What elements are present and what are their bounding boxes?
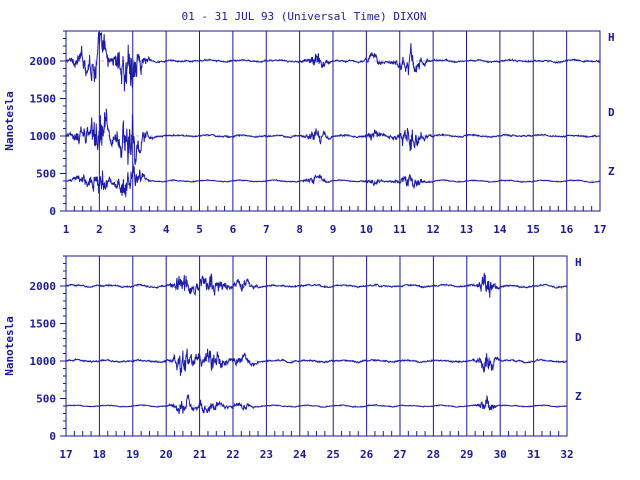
- series-label-d: D: [575, 331, 582, 344]
- series-label-z: Z: [575, 390, 582, 403]
- trace-z: [65, 394, 567, 415]
- panel-1: 1 2 3 4 5 6 7 8 9 10 11 12 13 14 15 16 17050010001500200…: [3, 30, 615, 236]
- series-label-d: D: [608, 106, 615, 119]
- trace-d: [65, 108, 601, 166]
- x-tick-label: 29: [460, 448, 473, 461]
- x-tick-label: 23: [260, 448, 273, 461]
- x-tick-label: 28: [427, 448, 440, 461]
- x-tick-label: 11: [393, 223, 407, 236]
- x-tick-label: 14: [493, 223, 507, 236]
- x-tick-label: 20: [160, 448, 173, 461]
- x-tick-label: 27: [393, 448, 406, 461]
- x-tick-label: 19: [126, 448, 139, 461]
- series-label-z: Z: [608, 165, 615, 178]
- x-tick-label: 15: [527, 223, 540, 236]
- x-tick-label: 3: [129, 223, 136, 236]
- y-tick-label: 1500: [30, 318, 57, 331]
- x-tick-label: 16: [560, 223, 574, 236]
- x-tick-label: 30: [494, 448, 507, 461]
- chart-title: 01 - 31 JUL 93 (Universal Time) DIXON: [181, 10, 426, 23]
- x-tick-label: 24: [293, 448, 307, 461]
- x-tick-label: 22: [226, 448, 239, 461]
- x-tick-label: 31: [527, 448, 541, 461]
- x-tick-label: 6: [230, 223, 237, 236]
- x-tick-label: 17: [593, 223, 606, 236]
- panel-2: 17 18 19 20 21 22 23 24 25 26 27 28 29 30 31 32 0 500 1000…: [3, 255, 582, 461]
- y-axis-label: Nanotesla: [3, 316, 16, 376]
- x-tick-label: 5: [196, 223, 203, 236]
- y-tick-label: 0: [49, 205, 56, 218]
- trace-d: [65, 348, 568, 376]
- x-tick-label: 1: [63, 223, 70, 236]
- x-tick-label: 13: [460, 223, 473, 236]
- y-tick-label: 2000: [30, 280, 57, 293]
- series-label-h: H: [608, 31, 615, 44]
- x-tick-label: 4: [163, 223, 170, 236]
- x-tick-label: 21: [193, 448, 207, 461]
- x-tick-label: 18: [93, 448, 106, 461]
- x-tick-label: 8: [296, 223, 303, 236]
- y-tick-label: 2000: [30, 55, 57, 68]
- x-tick-label: 17: [59, 448, 72, 461]
- x-tick-label: 2: [96, 223, 103, 236]
- y-tick-label: 1500: [30, 93, 57, 106]
- x-tick-label: 26: [360, 448, 374, 461]
- y-axis-label: Nanotesla: [3, 91, 16, 151]
- series-label-h: H: [575, 256, 582, 269]
- y-tick-label: 1000: [30, 130, 57, 143]
- y-tick-label: 500: [36, 393, 56, 406]
- x-tick-label: 9: [330, 223, 337, 236]
- x-tick-label: 25: [327, 448, 340, 461]
- x-tick-label: 10: [360, 223, 373, 236]
- y-tick-label: 1000: [30, 355, 57, 368]
- x-tick-label: 32: [560, 448, 573, 461]
- trace-h: [65, 272, 568, 298]
- y-tick-label: 0: [49, 430, 56, 443]
- x-tick-label: 7: [263, 223, 270, 236]
- y-tick-label: 500: [36, 168, 56, 181]
- x-tick-label: 12: [427, 223, 440, 236]
